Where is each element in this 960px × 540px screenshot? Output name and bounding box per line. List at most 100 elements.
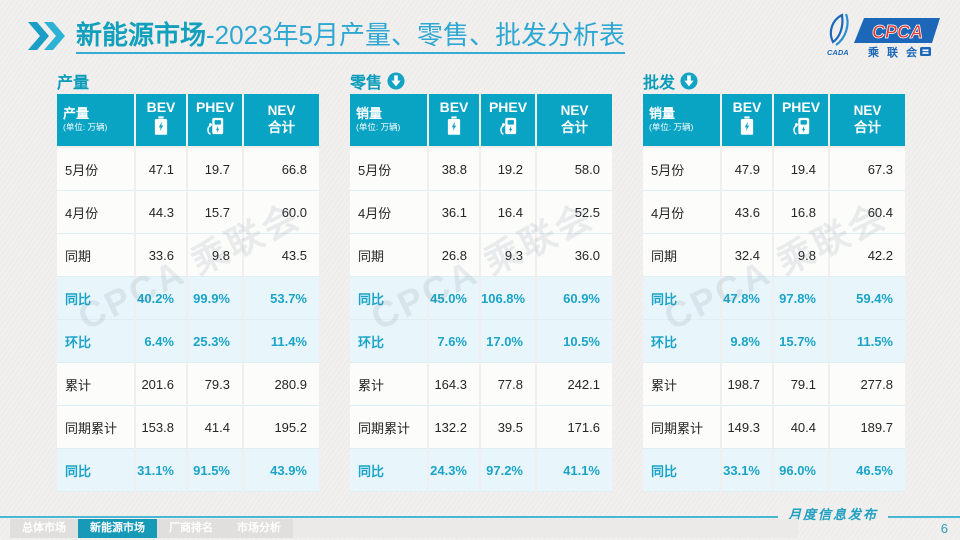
battery-icon [447, 115, 461, 141]
value-cell: 40.2% [135, 276, 188, 320]
value-cell: 6.4% [135, 319, 188, 363]
data-table-section: 产量 CPCA 乘联会 产量 (单位: 万辆) [57, 68, 321, 492]
logo-cpca-text: CPCA [872, 22, 923, 42]
data-table: 销量 (单位: 万辆) BEV [350, 94, 614, 492]
value-cell: 58.0 [536, 147, 614, 191]
value-cell: 66.8 [243, 147, 321, 191]
value-cell: 11.4% [243, 319, 321, 363]
table-row: 4月份 43.6 16.8 60.4 [643, 190, 907, 234]
table-row: 同期累计 153.8 41.4 195.2 [57, 405, 321, 449]
value-cell: 53.7% [243, 276, 321, 320]
value-cell: 43.5 [243, 233, 321, 277]
col-header-phev: PHEV [488, 98, 528, 115]
col-header-bev: BEV [732, 98, 762, 115]
data-table: 产量 (单位: 万辆) BEV [57, 94, 321, 492]
row-label-cell: 5月份 [643, 147, 722, 191]
row-label-cell: 5月份 [350, 147, 429, 191]
footer-tab-active[interactable]: 新能源市场 [78, 519, 157, 538]
value-cell: 277.8 [829, 362, 907, 406]
value-cell: 10.5% [536, 319, 614, 363]
value-cell: 39.5 [480, 405, 537, 449]
value-cell: 198.7 [721, 362, 774, 406]
value-cell: 24.3% [428, 448, 481, 492]
value-cell: 44.3 [135, 190, 188, 234]
table-header-label: 销量 [649, 106, 676, 122]
value-cell: 38.8 [428, 147, 481, 191]
value-cell: 96.0% [773, 448, 830, 492]
row-label-cell: 环比 [57, 319, 136, 363]
value-cell: 60.9% [536, 276, 614, 320]
table-row: 4月份 36.1 16.4 52.5 [350, 190, 614, 234]
value-cell: 164.3 [428, 362, 481, 406]
page-title: 新能源市场-2023年5月产量、零售、批发分析表 [76, 19, 625, 55]
value-cell: 7.6% [428, 319, 481, 363]
charger-icon [498, 116, 518, 141]
table-header-unit: (单位: 万辆) [63, 122, 108, 133]
logo-cada-text: CADA [827, 48, 849, 57]
table-row: 环比 6.4% 25.3% 11.4% [57, 319, 321, 363]
charger-icon [791, 116, 811, 141]
footer-note: 月度信息发布 [777, 504, 888, 523]
value-cell: 189.7 [829, 405, 907, 449]
slide-header: 新能源市场-2023年5月产量、零售、批发分析表 [28, 20, 625, 55]
row-label-cell: 同比 [57, 448, 136, 492]
table-header-unit: (单位: 万辆) [649, 122, 694, 133]
section-title: 产量 [57, 75, 90, 92]
section-title: 批发 [643, 75, 676, 92]
value-cell: 60.4 [829, 190, 907, 234]
value-cell: 9.8 [773, 233, 830, 277]
value-cell: 33.1% [721, 448, 774, 492]
value-cell: 41.4 [187, 405, 244, 449]
row-label-cell: 同期累计 [57, 405, 136, 449]
cpca-logo: CADA CPCA 乘联会 [824, 12, 940, 63]
row-label-cell: 同期 [643, 233, 722, 277]
value-cell: 17.0% [480, 319, 537, 363]
value-cell: 47.9 [721, 147, 774, 191]
row-label-cell: 4月份 [57, 190, 136, 234]
value-cell: 19.4 [773, 147, 830, 191]
col-header-phev-cell: PHEV [773, 94, 830, 148]
col-header-bev-cell: BEV [428, 94, 481, 148]
col-header-bev-cell: BEV [135, 94, 188, 148]
value-cell: 97.2% [480, 448, 537, 492]
col-header-nev: NEV 合计 [853, 103, 882, 135]
section-title: 零售 [350, 75, 383, 92]
row-label-cell: 4月份 [643, 190, 722, 234]
table-row: 同期 33.6 9.8 43.5 [57, 233, 321, 277]
col-header-phev-cell: PHEV [187, 94, 244, 148]
col-header-nev-cell: NEV 合计 [243, 94, 321, 148]
value-cell: 43.6 [721, 190, 774, 234]
row-label-cell: 同期累计 [643, 405, 722, 449]
row-label-cell: 同期累计 [350, 405, 429, 449]
page-title-subject: -2023年5月产量、零售、批发分析表 [206, 19, 625, 50]
row-label-cell: 同比 [350, 448, 429, 492]
value-cell: 99.9% [187, 276, 244, 320]
value-cell: 11.5% [829, 319, 907, 363]
battery-icon [154, 115, 168, 141]
value-cell: 9.8 [187, 233, 244, 277]
footer-tab-inactive[interactable]: 厂商排名 [157, 519, 225, 538]
table-row: 累计 201.6 79.3 280.9 [57, 362, 321, 406]
value-cell: 41.1% [536, 448, 614, 492]
footer-tab-inactive[interactable]: 市场分析 [225, 519, 293, 538]
table-header-row: 销量 (单位: 万辆) BEV [350, 94, 614, 148]
table-row: 同期 26.8 9.3 36.0 [350, 233, 614, 277]
table-header-label-cell: 产量 (单位: 万辆) [57, 94, 136, 148]
value-cell: 16.4 [480, 190, 537, 234]
table-header-row: 产量 (单位: 万辆) BEV [57, 94, 321, 148]
table-row: 同期 32.4 9.8 42.2 [643, 233, 907, 277]
col-header-bev: BEV [439, 98, 469, 115]
row-label-cell: 同期 [350, 233, 429, 277]
table-row: 累计 164.3 77.8 242.1 [350, 362, 614, 406]
row-label-cell: 累计 [57, 362, 136, 406]
row-label-cell: 同比 [57, 276, 136, 320]
value-cell: 97.8% [773, 276, 830, 320]
value-cell: 47.8% [721, 276, 774, 320]
table-header-label-cell: 销量 (单位: 万辆) [643, 94, 722, 148]
footer-tab-inactive[interactable]: 总体市场 [10, 519, 78, 538]
footer-tab-bar [293, 519, 798, 538]
value-cell: 280.9 [243, 362, 321, 406]
col-header-nev: NEV 合计 [560, 103, 589, 135]
value-cell: 60.0 [243, 190, 321, 234]
value-cell: 77.8 [480, 362, 537, 406]
